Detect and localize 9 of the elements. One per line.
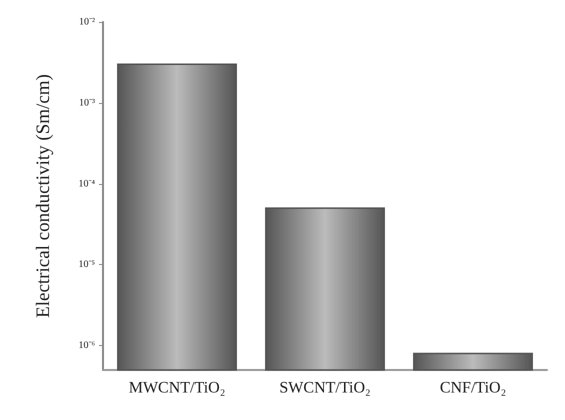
y-tick-label: 10⁻²	[79, 16, 95, 28]
x-tick-label: CNF/TiO₂	[440, 380, 506, 396]
x-tick-label: SWCNT/TiO₂	[279, 380, 371, 396]
y-tick-label: 10⁻⁴	[78, 178, 96, 190]
y-tick-label: 10⁻⁵	[78, 259, 95, 270]
y-axis-title: Electrical conductivity (Sm/cm)	[33, 74, 54, 318]
x-tick-label: MWCNT/TiO₂	[128, 380, 226, 396]
y-tick-label: 10⁻³	[79, 97, 95, 108]
y-tick-label: 10⁻⁶	[78, 340, 96, 352]
